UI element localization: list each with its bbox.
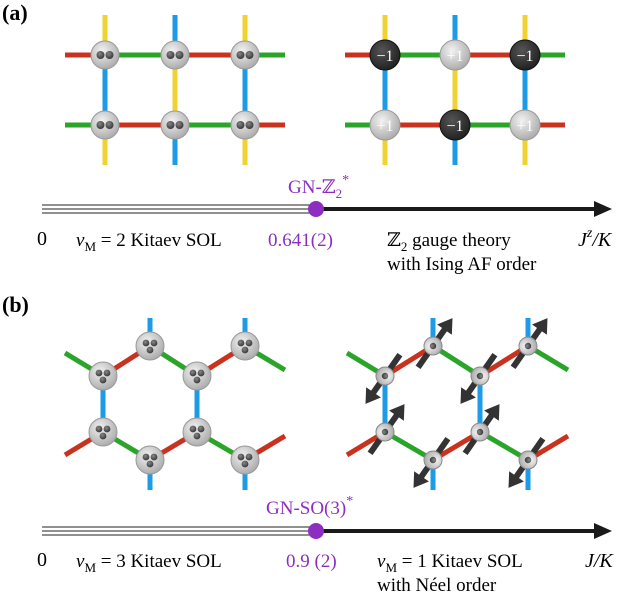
site-two-majorana [160, 110, 190, 140]
panel-a-left-lattice [65, 15, 285, 165]
charge-site-positive: +1 [439, 39, 471, 71]
charge-label: +1 [516, 118, 533, 135]
axis-arrowhead [594, 201, 612, 217]
spin-up-arrow [462, 404, 500, 456]
charge-site-positive: +1 [509, 109, 541, 141]
panel-b-label: (b) [2, 292, 29, 317]
critical-point-dot [308, 201, 324, 217]
critical-value-label: 0.641(2) [268, 230, 333, 251]
site-three-majorana [230, 445, 260, 475]
charge-label: −1 [376, 48, 393, 65]
site-three-majorana [88, 361, 118, 391]
left-phase-label: νM = 2 Kitaev SOL [76, 230, 222, 254]
spin-down-arrow [460, 352, 498, 404]
spin-up-arrow [415, 318, 453, 370]
axis-arrowhead [594, 523, 612, 539]
critical-value-label: 0.9 (2) [286, 551, 337, 572]
charge-label: −1 [516, 48, 533, 65]
site-two-majorana [230, 110, 260, 140]
spin-down-arrow [413, 436, 451, 488]
site-two-majorana [90, 110, 120, 140]
charge-site-negative: −1 [369, 39, 401, 71]
axis-origin-label: 0 [37, 549, 47, 571]
charge-label: +1 [446, 48, 463, 65]
site-three-majorana [230, 331, 260, 361]
site-three-majorana [135, 331, 165, 361]
charge-site-positive: +1 [369, 109, 401, 141]
spin-up-arrow [367, 404, 405, 456]
panel-b-right-lattice [345, 318, 570, 490]
spin-down-arrow [508, 436, 546, 488]
panel-b: (b) [2, 292, 614, 596]
critical-point-label: GN-SO(3)* [266, 494, 353, 519]
spin-up-arrow [510, 318, 548, 370]
axis-label: Jz/K [578, 226, 613, 251]
left-phase-label: νM = 3 Kitaev SOL [76, 551, 222, 575]
site-three-majorana [182, 417, 212, 447]
panel-b-phase-axis: GN-SO(3)* 0 νM = 3 Kitaev SOL 0.9 (2) νM… [37, 494, 614, 596]
critical-point-label: GN-ℤ2* [288, 173, 349, 201]
axis-origin-label: 0 [37, 228, 47, 250]
right-phase-label-line1: ℤ2 gauge theory [387, 230, 511, 254]
charge-label: −1 [446, 118, 463, 135]
charge-site-negative: −1 [509, 39, 541, 71]
charge-site-negative: −1 [439, 109, 471, 141]
site-three-majorana [182, 361, 212, 391]
axis-label: J/K [585, 550, 614, 572]
panel-a-label: (a) [2, 0, 28, 25]
site-two-majorana [90, 40, 120, 70]
charge-label: +1 [376, 118, 393, 135]
site-three-majorana [135, 445, 165, 475]
right-phase-label-line1: νM = 1 Kitaev SOL [377, 551, 523, 575]
spin-down-arrow [365, 352, 403, 404]
right-phase-label-line2: with Néel order [377, 575, 497, 596]
panel-a-phase-axis: GN-ℤ2* 0 νM = 2 Kitaev SOL 0.641(2) ℤ2 g… [37, 173, 613, 275]
panel-a: (a) [2, 0, 613, 275]
site-three-majorana [88, 417, 118, 447]
panel-b-left-lattice [63, 318, 287, 490]
site-two-majorana [160, 40, 190, 70]
critical-point-dot [308, 523, 324, 539]
panel-a-right-lattice: −1 +1 −1 +1 −1 +1 [345, 15, 565, 165]
right-phase-label-line2: with Ising AF order [387, 254, 537, 275]
site-two-majorana [230, 40, 260, 70]
